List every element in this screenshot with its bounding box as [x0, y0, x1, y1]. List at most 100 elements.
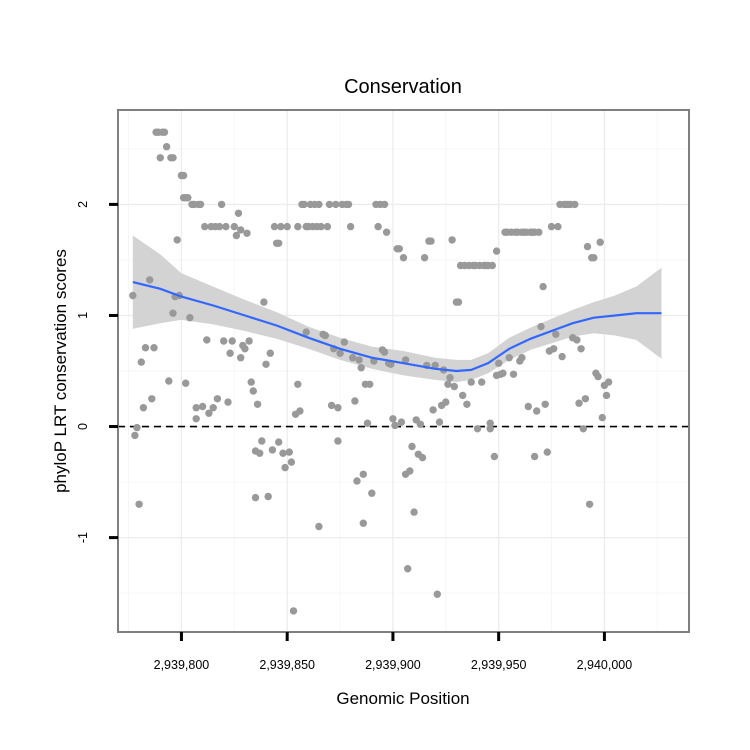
data-point: [478, 378, 486, 386]
data-point: [133, 423, 141, 432]
data-point: [334, 437, 342, 445]
data-point: [359, 519, 367, 527]
data-point: [241, 345, 249, 353]
data-point: [575, 399, 583, 407]
data-point: [585, 500, 594, 508]
data-point: [245, 337, 253, 345]
data-point: [363, 419, 372, 427]
data-point: [137, 358, 145, 366]
data-point: [135, 500, 143, 508]
data-point: [446, 374, 454, 382]
data-point: [232, 231, 241, 240]
data-point: [146, 276, 154, 284]
data-point: [294, 222, 302, 231]
data-point: [129, 291, 137, 300]
data-point: [473, 425, 482, 433]
y-axis-title: phyloP LRT conservation scores: [51, 249, 70, 493]
data-point: [543, 448, 551, 456]
data-point: [186, 314, 194, 322]
data-point: [179, 171, 188, 180]
data-point: [355, 356, 363, 364]
data-point: [162, 143, 171, 151]
data-point: [287, 458, 296, 466]
data-point: [332, 200, 340, 209]
data-point: [336, 349, 344, 357]
data-point: [217, 200, 226, 209]
data-point: [401, 356, 410, 364]
data-point: [262, 360, 270, 368]
data-point: [547, 222, 556, 231]
data-point: [349, 354, 357, 362]
data-point: [397, 418, 406, 426]
data-point: [518, 354, 526, 362]
data-point: [209, 404, 217, 412]
data-point: [533, 407, 541, 415]
data-point: [156, 154, 164, 162]
data-point: [327, 401, 336, 410]
data-point: [488, 261, 496, 270]
data-point: [346, 222, 355, 231]
smooth-line: [132, 281, 662, 373]
y-tick-label: -1: [76, 532, 90, 543]
data-point: [431, 361, 439, 370]
data-point: [268, 446, 277, 454]
data-point: [294, 380, 302, 388]
data-point: [160, 128, 169, 136]
data-point: [247, 378, 255, 386]
data-point: [139, 404, 148, 412]
data-point: [395, 245, 403, 253]
x-tick-label: 2,939,850: [259, 658, 315, 672]
data-point: [459, 391, 467, 400]
data-point: [509, 370, 518, 378]
data-point: [228, 337, 236, 345]
data-point: [537, 322, 545, 331]
data-point: [260, 298, 268, 306]
data-point: [579, 425, 587, 433]
data-point: [196, 200, 205, 209]
data-point: [234, 209, 243, 217]
data-point: [256, 449, 264, 457]
data-point: [374, 222, 382, 231]
data-point: [344, 200, 353, 209]
data-point: [243, 229, 251, 237]
data-point: [530, 452, 539, 461]
data-point: [169, 309, 177, 317]
data-point: [602, 391, 611, 400]
x-tick-label: 2,939,950: [471, 658, 527, 672]
data-point: [281, 463, 289, 472]
data-point: [192, 404, 200, 412]
data-point: [486, 419, 494, 427]
data-point: [535, 228, 543, 236]
points-layer: [129, 128, 613, 615]
data-point: [205, 409, 213, 417]
data-point: [499, 369, 507, 377]
data-point: [222, 222, 230, 231]
data-point: [224, 398, 232, 406]
data-point: [277, 222, 285, 231]
smooth-line-layer: [132, 281, 662, 373]
data-point: [351, 397, 359, 405]
data-point: [279, 449, 287, 457]
y-tick-label: 1: [76, 312, 90, 319]
confidence-band: [132, 235, 662, 383]
data-point: [573, 336, 581, 344]
data-point: [596, 238, 604, 246]
data-point: [184, 194, 192, 202]
data-point: [571, 200, 579, 209]
data-point: [604, 378, 613, 386]
data-point: [226, 349, 234, 357]
data-point: [490, 452, 499, 461]
data-point: [590, 254, 598, 262]
data-point: [220, 337, 228, 345]
data-point: [366, 380, 374, 388]
data-point: [380, 200, 389, 209]
data-point: [467, 378, 475, 386]
data-point: [340, 338, 348, 346]
data-point: [495, 359, 503, 367]
data-point: [577, 345, 585, 353]
data-point: [283, 222, 291, 231]
data-point: [317, 222, 325, 231]
data-point: [192, 415, 200, 423]
data-point: [399, 254, 408, 262]
